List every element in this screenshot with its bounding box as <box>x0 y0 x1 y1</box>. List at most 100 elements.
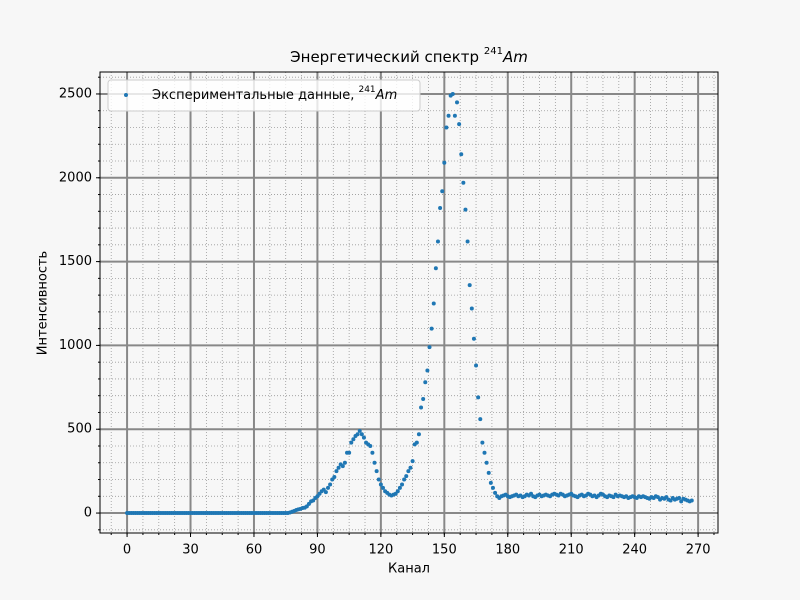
point <box>404 474 409 479</box>
point <box>423 380 428 385</box>
legend-name: Экспериментальные данные, <box>152 88 354 103</box>
x-tick-label: 60 <box>246 543 263 558</box>
point <box>490 485 495 490</box>
point <box>438 205 443 210</box>
point <box>372 460 377 465</box>
y-tick-label: 2000 <box>59 170 92 185</box>
point <box>467 283 472 288</box>
point <box>334 469 339 474</box>
legend: Экспериментальные данные, 241Am <box>107 79 421 112</box>
point <box>347 450 352 455</box>
point <box>328 482 333 487</box>
point <box>478 417 483 422</box>
point <box>488 480 493 485</box>
point <box>336 465 341 470</box>
point <box>410 459 415 464</box>
y-tick-label: 500 <box>67 422 92 437</box>
plot-area <box>100 72 718 533</box>
point <box>429 326 434 331</box>
point <box>469 306 474 311</box>
point <box>376 477 381 482</box>
point <box>471 336 476 341</box>
point <box>461 180 466 185</box>
point <box>421 397 426 402</box>
grid <box>100 72 718 533</box>
point <box>482 450 487 455</box>
point <box>442 160 447 165</box>
point <box>433 266 438 271</box>
point <box>357 428 362 433</box>
legend-label: Экспериментальные данные, 241Am <box>152 85 397 103</box>
axes-frame <box>99 71 719 534</box>
point <box>446 113 451 118</box>
point <box>408 465 413 470</box>
point <box>359 432 364 437</box>
point <box>452 113 457 118</box>
point <box>677 495 682 500</box>
point <box>440 189 445 194</box>
chart-title: Энергетический спектр 241Am <box>290 46 528 66</box>
x-tick-label: 120 <box>368 543 393 558</box>
point <box>368 443 373 448</box>
point <box>465 239 470 244</box>
x-tick-label: 180 <box>495 543 520 558</box>
x-tick-label: 270 <box>686 543 711 558</box>
point <box>361 435 366 440</box>
point <box>355 432 360 437</box>
point <box>474 363 479 368</box>
x-tick-label: 30 <box>182 543 199 558</box>
x-tick-label: 150 <box>432 543 457 558</box>
y-tick-label: 0 <box>84 506 92 521</box>
x-axis-label: Канал <box>388 562 430 577</box>
y-axis-label: Интенсивность <box>36 251 51 355</box>
point <box>378 482 383 487</box>
x-tick-label: 0 <box>123 543 131 558</box>
point <box>380 485 385 490</box>
x-tick-label: 210 <box>559 543 584 558</box>
point <box>431 301 436 306</box>
x-tick-label: 90 <box>309 543 326 558</box>
point <box>349 440 354 445</box>
point <box>374 469 379 474</box>
point <box>340 464 345 469</box>
point <box>414 440 419 445</box>
point <box>493 490 498 495</box>
point <box>397 485 402 490</box>
point <box>427 345 432 350</box>
point <box>370 450 375 455</box>
legend-marker <box>124 93 128 97</box>
point <box>323 490 328 495</box>
point <box>342 460 347 465</box>
point <box>463 207 468 212</box>
y-tick-label: 1500 <box>59 254 92 269</box>
y-tick-label: 2500 <box>59 86 92 101</box>
y-tick-label: 1000 <box>59 338 92 353</box>
point <box>480 440 485 445</box>
title-text: Энергетический спектр <box>290 48 479 66</box>
point <box>444 125 449 130</box>
point <box>435 239 440 244</box>
point <box>455 100 460 105</box>
point <box>484 460 489 465</box>
legend-italic: Am <box>375 88 398 103</box>
point <box>425 368 430 373</box>
point <box>351 437 356 442</box>
point <box>325 485 330 490</box>
point <box>406 469 411 474</box>
point <box>476 395 481 400</box>
point <box>332 475 337 480</box>
point <box>689 498 694 503</box>
x-tick-label: 240 <box>622 543 647 558</box>
title-italic: Am <box>502 48 528 66</box>
marks <box>125 91 694 516</box>
point <box>457 122 462 127</box>
point <box>450 91 455 96</box>
point <box>416 432 421 437</box>
point <box>400 482 405 487</box>
title-sup: 241 <box>484 46 503 57</box>
legend-box <box>107 79 421 112</box>
point <box>486 470 491 475</box>
legend-sup: 241 <box>358 85 375 95</box>
point <box>459 152 464 157</box>
